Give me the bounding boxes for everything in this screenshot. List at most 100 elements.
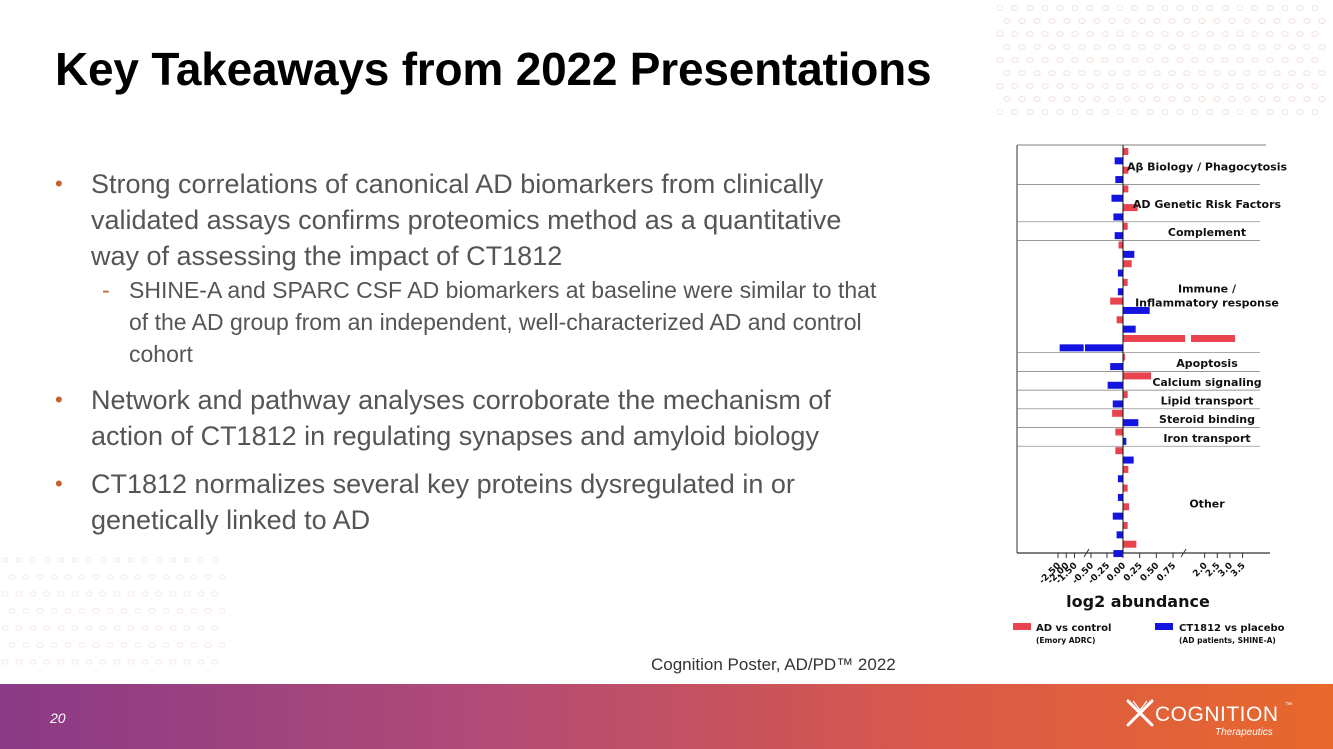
- decor-dot: [1288, 44, 1296, 50]
- slide-title: Key Takeaways from 2022 Presentations: [55, 43, 932, 95]
- decor-dot: [127, 591, 135, 597]
- decor-dot: [1206, 83, 1214, 89]
- bar-ct1812-vs-placebo: [1115, 176, 1123, 184]
- decor-dot: [1266, 5, 1274, 11]
- bar-ad-vs-control: [1123, 540, 1137, 548]
- decor-dot: [1048, 96, 1056, 102]
- bar-ct1812-vs-placebo: [1112, 512, 1123, 520]
- decor-dot: [183, 557, 191, 563]
- decor-dot: [1296, 5, 1304, 11]
- decor-dot: [113, 625, 121, 631]
- decor-dot: [1153, 44, 1161, 50]
- decor-dot: [1041, 83, 1049, 89]
- decor-dot: [1078, 70, 1086, 76]
- legend-note-ad-vs-control: (Emory ADRC): [1036, 636, 1095, 645]
- logo-wordmark: COGNITION: [1155, 703, 1279, 726]
- bullet-item: • CT1812 normalizes several key proteins…: [55, 466, 895, 538]
- decor-dot: [1168, 44, 1176, 50]
- decor-dot: [1206, 57, 1214, 63]
- decor-dot: [134, 574, 142, 580]
- decor-dot: [36, 642, 44, 648]
- decor-dot: [1228, 44, 1236, 50]
- decor-dot: [29, 625, 37, 631]
- decor-dot: [1093, 18, 1101, 24]
- decor-dot: [1131, 31, 1139, 37]
- legend-swatch-ct1812-vs-placebo: [1155, 623, 1173, 630]
- decor-dot: [1063, 18, 1071, 24]
- decor-dot: [1206, 5, 1214, 11]
- decor-dot: [169, 625, 177, 631]
- decor-dot: [1078, 96, 1086, 102]
- decor-dot: [29, 659, 37, 665]
- decor-dot: [1056, 109, 1064, 115]
- bar-ct1812-vs-placebo: [1113, 213, 1123, 221]
- decor-dot: [99, 659, 107, 665]
- decor-dot: [113, 557, 121, 563]
- decor-dot: [1296, 31, 1304, 37]
- decor-dot: [1086, 57, 1094, 63]
- bullet-dot: •: [55, 387, 63, 412]
- decor-dot: [113, 659, 121, 665]
- decor-dot: [1281, 109, 1289, 115]
- decor-dot: [1018, 44, 1026, 50]
- category-label: Immune /: [1178, 283, 1237, 296]
- decor-dot: [1198, 18, 1206, 24]
- logo-trademark: ™: [1285, 702, 1292, 709]
- decor-dot: [1251, 57, 1259, 63]
- decor-dot: [1228, 96, 1236, 102]
- bullet-item: • Network and pathway analyses corrobora…: [55, 382, 895, 454]
- bar-ct1812-vs-placebo: [1111, 194, 1123, 202]
- bar-ad-vs-control: [1123, 503, 1130, 511]
- decor-dot: [1086, 31, 1094, 37]
- decor-dot: [1288, 70, 1296, 76]
- decor-dot: [78, 574, 86, 580]
- decor-dot: [155, 659, 163, 665]
- decor-dot: [996, 57, 1004, 63]
- logo-subtitle: Therapeutics: [1215, 727, 1273, 738]
- decor-dot: [141, 591, 149, 597]
- decor-dot: [127, 659, 135, 665]
- category-label: Lipid transport: [1161, 394, 1254, 407]
- decor-dot: [1251, 31, 1259, 37]
- decor-dot: [1108, 96, 1116, 102]
- decor-dot: [218, 608, 226, 614]
- bullet-dot: •: [55, 471, 63, 496]
- decor-dot: [1236, 5, 1244, 11]
- decor-dot: [1191, 109, 1199, 115]
- decor-dot: [1063, 70, 1071, 76]
- decor-dot: [169, 557, 177, 563]
- decor-dot: [1296, 109, 1304, 115]
- decor-dot: [1093, 44, 1101, 50]
- decor-dot: [1048, 70, 1056, 76]
- decor-dot: [1303, 96, 1311, 102]
- decor-dot: [106, 608, 114, 614]
- bar-ct1812-vs-placebo: [1110, 363, 1123, 371]
- bar-ct1812-vs-placebo: [1123, 306, 1150, 314]
- decor-dot: [1071, 83, 1079, 89]
- decor-dot: [1296, 83, 1304, 89]
- bar-ad-vs-control: [1118, 241, 1123, 249]
- decor-dot: [8, 608, 16, 614]
- decor-dot: [1183, 44, 1191, 50]
- decor-dot: [127, 625, 135, 631]
- decor-dot: [1026, 5, 1034, 11]
- chart-svg: Aβ Biology / Phagocytosis AD Genetic Risk…: [1013, 144, 1287, 645]
- decor-dot: [1318, 44, 1326, 50]
- decor-dot: [1026, 83, 1034, 89]
- decor-dot: [1318, 18, 1326, 24]
- decor-dot: [1236, 57, 1244, 63]
- decor-dot: [1138, 18, 1146, 24]
- bar-ad-vs-control: [1112, 409, 1123, 417]
- decor-dot: [1108, 70, 1116, 76]
- decor-dot: [155, 591, 163, 597]
- decor-dot: [92, 608, 100, 614]
- decor-dot: [1116, 83, 1124, 89]
- decor-dot: [1033, 70, 1041, 76]
- decor-dot: [1003, 44, 1011, 50]
- decor-dot: [190, 574, 198, 580]
- bar-ct1812-vs-placebo: [1059, 344, 1084, 352]
- decor-dot: [141, 557, 149, 563]
- decor-dot: [1116, 109, 1124, 115]
- category-label: Complement: [1168, 226, 1246, 239]
- decor-dot: [1168, 18, 1176, 24]
